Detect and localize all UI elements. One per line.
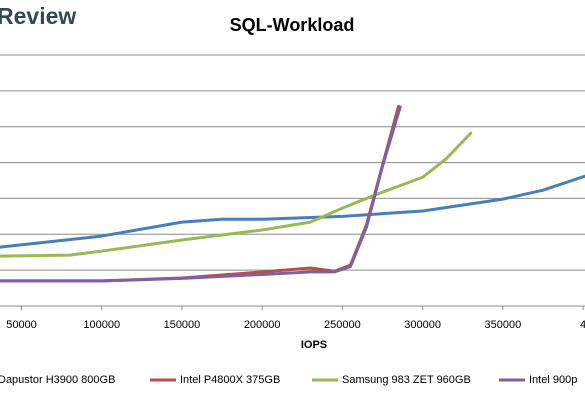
- x-tick-label: 150000: [164, 319, 201, 331]
- x-tick-label: 100000: [83, 319, 120, 331]
- chart-title: SQL-Workload: [230, 15, 355, 35]
- legend-label: Samsung 983 ZET 960GB: [342, 374, 471, 386]
- x-tick-label: 4: [580, 319, 585, 331]
- x-tick-label: 50000: [6, 319, 37, 331]
- x-axis-title: IOPS: [301, 339, 327, 351]
- x-tick-label: 350000: [484, 319, 521, 331]
- legend-label: Dapustor H3900 800GB: [0, 374, 115, 386]
- x-tick-label: 300000: [404, 319, 441, 331]
- logo: Review: [0, 3, 76, 29]
- series-line: [0, 131, 473, 258]
- legend-label: Intel P4800X 375GB: [180, 374, 280, 386]
- series-line: [0, 174, 585, 249]
- x-tick-label: 250000: [324, 319, 361, 331]
- series-line: [0, 105, 402, 283]
- x-tick-label: 200000: [244, 319, 281, 331]
- legend-label: Intel 900p: [529, 374, 577, 386]
